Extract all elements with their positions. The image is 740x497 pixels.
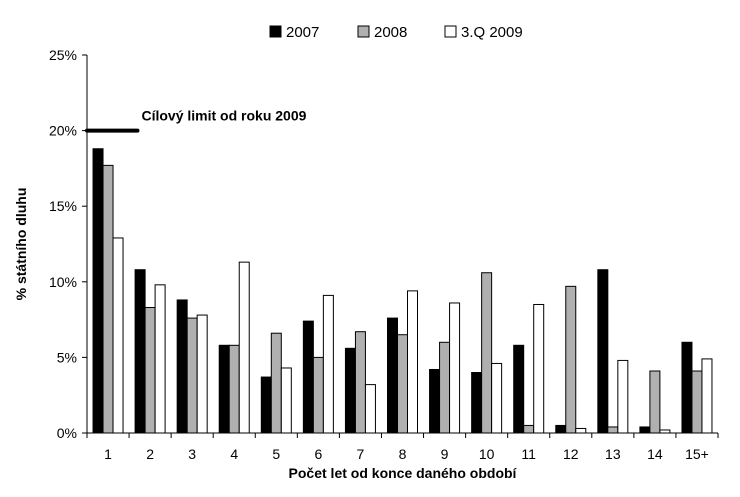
bar-3-q-2009-2: [154, 284, 166, 434]
x-tick-label: 14: [647, 446, 663, 462]
bar-2007-7: [344, 347, 356, 434]
legend-label: 2007: [286, 24, 319, 41]
bar-2008-8: [397, 334, 408, 434]
bar-2007-1: [92, 148, 104, 434]
bar-2007-9: [429, 368, 441, 434]
bar-2007-3: [176, 299, 188, 434]
y-tick-label: 25%: [49, 47, 77, 63]
x-tick-label: 15+: [685, 446, 709, 462]
bar-2008-12: [565, 285, 577, 434]
bar-2008-3: [186, 317, 198, 434]
bar-2007-2: [134, 269, 146, 434]
x-tick-label: 10: [479, 446, 495, 462]
y-tick-label: 10%: [49, 274, 77, 290]
bar-2007-8: [387, 317, 398, 434]
x-tick-label: 8: [399, 446, 407, 462]
bar-3-q-2009-9: [449, 302, 461, 434]
bar-2007-13: [597, 269, 609, 434]
bar-3-q-2009-3: [196, 314, 208, 434]
bar-2007-4: [218, 344, 230, 434]
x-tick-label: 2: [146, 446, 154, 462]
x-axis: 1 2 3 4 5 6 7 8 9 10 11 12 13 14 15+: [86, 432, 719, 462]
bar-2008-1: [102, 164, 114, 434]
bar-3-q-2009-1: [112, 237, 124, 434]
bar-2008-13: [607, 426, 619, 434]
legend-swatch: [444, 25, 457, 38]
bar-3-q-2009-11: [533, 303, 545, 434]
x-tick-label: 6: [314, 446, 322, 462]
bar-2008-9: [439, 341, 451, 434]
bar-3-q-2009-8: [407, 290, 418, 434]
legend-label: 3.Q 2009: [461, 24, 523, 41]
target-limit-annotation: Cílový limit od roku 2009: [85, 108, 307, 133]
y-tick-label: 15%: [49, 198, 77, 214]
x-tick-label: 13: [605, 446, 621, 462]
bar-2007-6: [302, 320, 314, 434]
legend-swatch: [269, 25, 282, 38]
bar-2007-12: [555, 424, 567, 434]
bar-3-q-2009-6: [322, 294, 334, 434]
x-tick-label: 1: [104, 446, 112, 462]
legend-label: 2008: [374, 24, 407, 41]
y-tick-label: 5%: [57, 349, 77, 365]
x-tick-label: 7: [357, 446, 365, 462]
bar-2007-11: [513, 344, 525, 434]
bar-3-q-2009-5: [280, 367, 292, 434]
bar-2008-15plus: [691, 370, 703, 434]
bar-3-q-2009-4: [238, 261, 250, 434]
bar-2007-10: [471, 372, 483, 434]
bar-2008-5: [270, 332, 282, 434]
y-tick-label: 20%: [49, 123, 77, 139]
bar-2008-7: [354, 331, 366, 434]
bar-2008-10: [481, 272, 493, 434]
bar-2008-14: [649, 370, 661, 434]
y-axis-title: % státního dluhu: [13, 188, 29, 301]
legend: 2007 2008 3.Q 2009: [269, 24, 523, 41]
bar-3-q-2009-12: [575, 427, 587, 434]
x-tick-label: 5: [272, 446, 280, 462]
bar-2008-2: [144, 307, 156, 434]
x-axis-title: Počet let od konce daného období: [289, 465, 518, 481]
bar-3-q-2009-13: [617, 359, 629, 434]
bar-2008-4: [228, 344, 240, 434]
x-tick-label: 11: [521, 446, 536, 462]
bar-2007-14: [639, 426, 651, 434]
x-tick-label: 4: [230, 446, 238, 462]
x-tick-label: 3: [188, 446, 196, 462]
x-tick-label: 9: [441, 446, 449, 462]
bars: [92, 148, 713, 434]
bar-3-q-2009-10: [491, 362, 503, 434]
bar-3-q-2009-7: [364, 384, 376, 434]
bar-2007-5: [260, 376, 272, 434]
bar-2008-11: [523, 424, 535, 434]
target-limit-label: Cílový limit od roku 2009: [141, 108, 306, 124]
y-tick-label: 0%: [57, 425, 77, 441]
legend-swatch: [357, 25, 370, 38]
bar-2007-15plus: [681, 341, 693, 434]
x-tick-label: 12: [563, 446, 579, 462]
y-axis: 0% 5% 10% 15% 20% 25%: [49, 47, 88, 441]
bar-2008-6: [312, 356, 324, 434]
bar-3-q-2009-15plus: [701, 358, 713, 434]
